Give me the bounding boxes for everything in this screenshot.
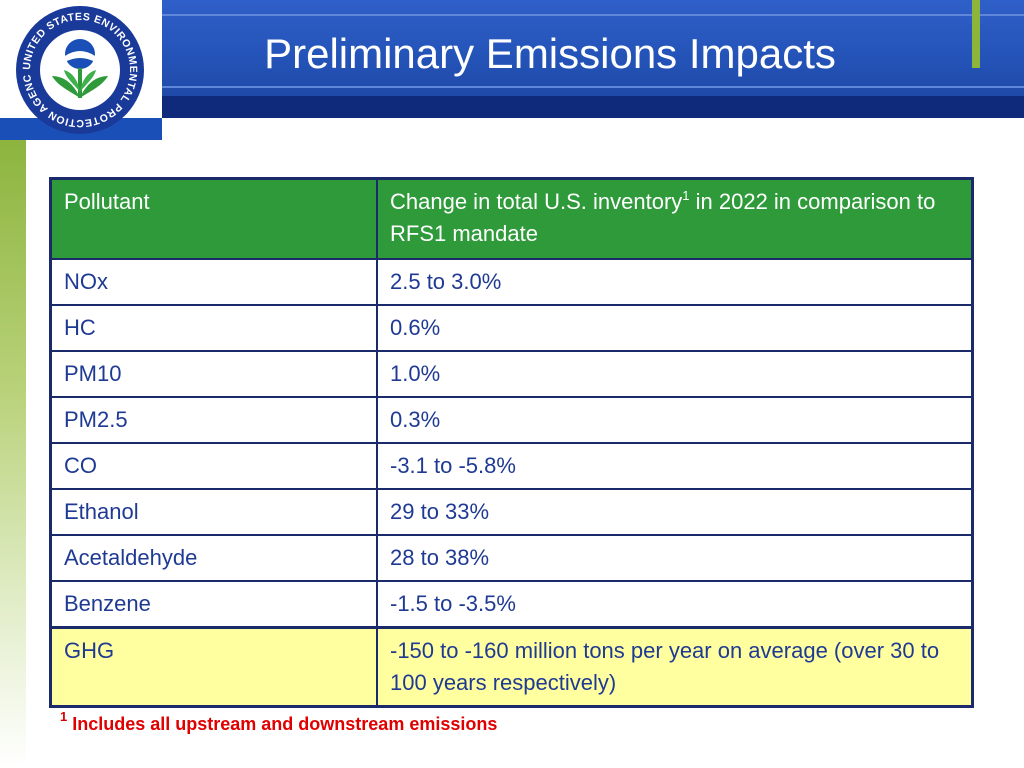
- footnote: 1 Includes all upstream and downstream e…: [60, 710, 498, 735]
- left-gradient-strip: [0, 140, 26, 768]
- emissions-table: Pollutant Change in total U.S. inventory…: [49, 177, 974, 708]
- header-stripe: [160, 14, 1024, 16]
- pollutant-cell: HC: [49, 304, 378, 352]
- table-row: PM10 1.0%: [49, 350, 974, 398]
- table-row: Ethanol 29 to 33%: [49, 488, 974, 536]
- table-row: CO -3.1 to -5.8%: [49, 442, 974, 490]
- slide-title: Preliminary Emissions Impacts: [264, 30, 836, 77]
- table-row: Benzene -1.5 to -3.5%: [49, 580, 974, 629]
- table-row: NOx 2.5 to 3.0%: [49, 258, 974, 306]
- footnote-marker: 1: [682, 188, 690, 203]
- logo-panel: UNITED STATES ENVIRONMENTAL PROTECTION A…: [0, 0, 162, 140]
- header-band-light: [160, 0, 1024, 96]
- table-row-ghg: GHG -150 to -160 million tons per year o…: [49, 626, 974, 708]
- change-cell: -3.1 to -5.8%: [376, 442, 974, 490]
- change-cell: 29 to 33%: [376, 488, 974, 536]
- pollutant-cell: PM2.5: [49, 396, 378, 444]
- table-row: PM2.5 0.3%: [49, 396, 974, 444]
- pollutant-cell: Ethanol: [49, 488, 378, 536]
- change-cell: -1.5 to -3.5%: [376, 580, 974, 629]
- header-band-dark: [160, 96, 1024, 118]
- pollutant-cell: GHG: [49, 626, 378, 708]
- table-header-row: Pollutant Change in total U.S. inventory…: [49, 177, 974, 260]
- header-change: Change in total U.S. inventory1 in 2022 …: [376, 177, 974, 260]
- change-cell: 1.0%: [376, 350, 974, 398]
- change-cell: 0.6%: [376, 304, 974, 352]
- footnote-text: Includes all upstream and downstream emi…: [67, 714, 498, 734]
- header-change-text: Change in total U.S. inventory: [390, 189, 683, 214]
- pollutant-cell: PM10: [49, 350, 378, 398]
- pollutant-cell: CO: [49, 442, 378, 490]
- accent-bar: [972, 0, 980, 68]
- change-cell: -150 to -160 million tons per year on av…: [376, 626, 974, 708]
- epa-logo-icon: UNITED STATES ENVIRONMENTAL PROTECTION A…: [10, 2, 144, 134]
- header-stripe: [160, 86, 1024, 88]
- table-row: Acetaldehyde 28 to 38%: [49, 534, 974, 582]
- pollutant-cell: NOx: [49, 258, 378, 306]
- table-row: HC 0.6%: [49, 304, 974, 352]
- change-cell: 28 to 38%: [376, 534, 974, 582]
- pollutant-cell: Benzene: [49, 580, 378, 629]
- change-cell: 2.5 to 3.0%: [376, 258, 974, 306]
- header-pollutant: Pollutant: [49, 177, 378, 260]
- footnote-marker: 1: [60, 709, 68, 724]
- pollutant-cell: Acetaldehyde: [49, 534, 378, 582]
- change-cell: 0.3%: [376, 396, 974, 444]
- header-change-text-cont: in 2022 in comparison to RFS1 mandate: [390, 189, 936, 246]
- header-band: [0, 0, 1024, 118]
